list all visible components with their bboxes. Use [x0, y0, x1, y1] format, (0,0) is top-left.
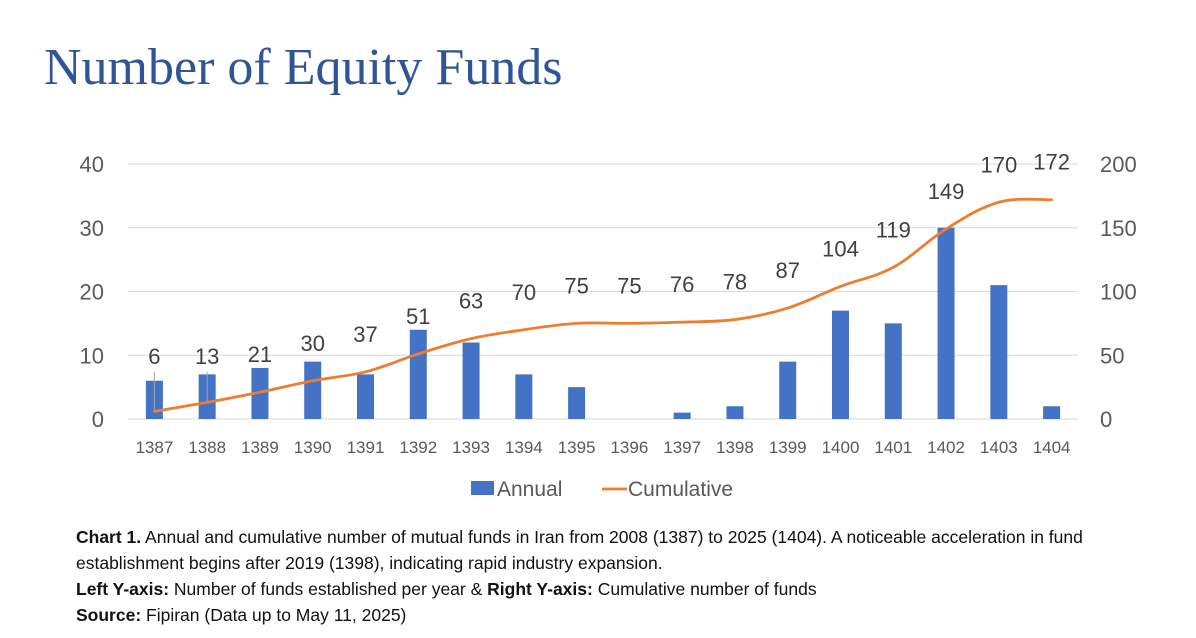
legend-annual-swatch — [471, 481, 494, 495]
x-tick-label: 1390 — [294, 438, 332, 457]
data-label-1391: 37 — [353, 322, 377, 347]
gridlines — [128, 163, 1078, 420]
left-axis-text: Number of funds established per year — [169, 579, 471, 599]
x-tick-label: 1398 — [716, 438, 754, 457]
bar-1392 — [409, 329, 427, 419]
x-tick-label: 1400 — [822, 438, 860, 457]
bar-1400 — [832, 310, 849, 419]
data-label-1389: 21 — [248, 342, 272, 367]
label-leader-lines — [153, 372, 208, 412]
x-tick-label: 1393 — [452, 438, 490, 457]
left-axis-label: Left Y-axis: — [76, 579, 170, 599]
data-label-1400: 104 — [822, 236, 859, 261]
annual-bars — [145, 227, 1061, 419]
bar-1390 — [304, 361, 322, 419]
x-tick-label: 1394 — [505, 438, 543, 457]
bar-1397 — [673, 412, 691, 419]
bar-1391 — [357, 374, 374, 419]
right-tick-label: 100 — [1100, 280, 1137, 305]
data-label-1401: 119 — [876, 217, 911, 242]
x-tick-label: 1402 — [927, 438, 965, 457]
caption-axes: Left Y-axis: Number of funds established… — [76, 576, 1136, 602]
data-label-1387: 6 — [148, 344, 160, 369]
data-label-1392: 51 — [406, 304, 430, 329]
right-axis-label: Right Y-axis: — [482, 579, 593, 599]
data-label-1397: 76 — [670, 272, 694, 297]
data-label-1393: 63 — [459, 289, 483, 314]
bar-1395 — [568, 387, 586, 419]
bar-1393 — [462, 342, 480, 419]
x-tick-label: 1401 — [874, 438, 912, 457]
bar-1404 — [1043, 406, 1061, 419]
chart: 0 10 20 30 40 0 50 100 150 200 6 13 21 30 37 51 63 70 75… — [80, 150, 1137, 501]
x-tick-label: 1392 — [399, 438, 437, 457]
x-tick-label: 1399 — [769, 438, 807, 457]
x-tick-label: 1404 — [1033, 438, 1071, 457]
left-tick-label: 20 — [80, 280, 104, 305]
left-tick-label: 30 — [80, 216, 104, 241]
data-label-1404: 172 — [1033, 150, 1070, 175]
legend: Annual Cumulative — [471, 478, 733, 501]
x-tick-label: 1389 — [241, 438, 279, 457]
bar-1402 — [937, 227, 955, 419]
left-tick-label: 0 — [92, 407, 104, 432]
ampersand: & — [470, 579, 483, 599]
data-label-1394: 70 — [512, 280, 536, 305]
caption-text: Annual and cumulative number of mutual f… — [76, 527, 1083, 573]
left-tick-label: 40 — [80, 152, 104, 177]
bar-1399 — [779, 361, 797, 419]
x-axis: 1387 1388 1389 1390 1391 1392 1393 1394 1395 1396… — [135, 438, 1070, 457]
data-label-1390: 30 — [300, 331, 324, 356]
x-tick-label: 1387 — [135, 438, 173, 457]
x-tick-label: 1396 — [610, 438, 648, 457]
right-tick-label: 50 — [1100, 343, 1124, 368]
source-text: Fipiran (Data up to May 11, 2025) — [141, 605, 407, 625]
left-tick-label: 10 — [80, 343, 104, 368]
right-tick-label: 200 — [1100, 152, 1137, 177]
x-tick-label: 1391 — [347, 438, 385, 457]
caption-description: Chart 1. Annual and cumulative number of… — [76, 524, 1136, 576]
cumulative-line — [152, 197, 1054, 413]
data-label-1399: 87 — [775, 258, 799, 283]
bar-1403 — [990, 285, 1008, 419]
bar-1398 — [726, 406, 744, 419]
bar-1401 — [884, 323, 902, 419]
x-tick-label: 1388 — [188, 438, 226, 457]
left-y-axis: 0 10 20 30 40 — [80, 152, 104, 432]
chart-caption: Chart 1. Annual and cumulative number of… — [76, 524, 1136, 628]
right-tick-label: 150 — [1100, 216, 1137, 241]
caption-source: Source: Fipiran (Data up to May 11, 2025… — [76, 602, 1136, 628]
data-label-1402: 149 — [928, 179, 965, 204]
cumulative-series-line — [152, 197, 1054, 413]
right-y-axis: 0 50 100 150 200 — [1100, 152, 1137, 432]
right-axis-text: Cumulative number of funds — [592, 579, 817, 599]
data-label-1403: 170 — [980, 152, 1017, 177]
page-title: Number of Equity Funds — [44, 39, 563, 96]
x-tick-label: 1403 — [980, 438, 1018, 457]
bar-1394 — [515, 374, 533, 419]
cumulative-data-labels: 6 13 21 30 37 51 63 70 75 75 76 78 87 104 119 149 170 172 — [148, 150, 1070, 369]
x-tick-label: 1397 — [663, 438, 701, 457]
right-tick-label: 0 — [1100, 407, 1112, 432]
data-label-1398: 78 — [723, 270, 747, 295]
data-label-1395: 75 — [564, 273, 588, 298]
data-label-1388: 13 — [195, 344, 219, 369]
source-label: Source: — [76, 605, 142, 625]
caption-label: Chart 1. — [76, 527, 142, 547]
data-label-1396: 75 — [617, 273, 641, 298]
x-tick-label: 1395 — [558, 438, 596, 457]
legend-cumulative-label: Cumulative — [628, 478, 733, 501]
legend-annual-label: Annual — [497, 478, 562, 501]
